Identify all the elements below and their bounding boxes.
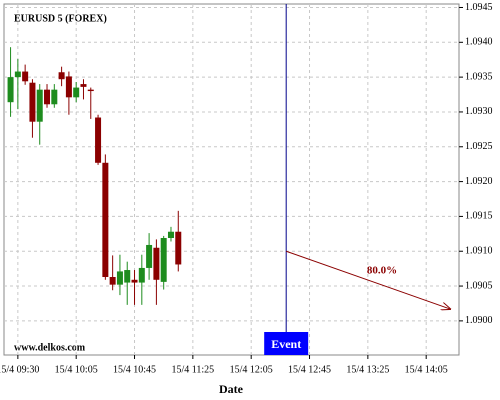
x-tick-label: 15/4 11:25 [172,364,215,375]
candle-body [124,270,131,283]
forecast-label: 80.0% [367,265,397,277]
y-tick-label: 1.0940 [465,37,493,48]
candle-body [95,117,102,163]
candle-body [65,76,72,98]
y-tick-label: 1.0910 [465,246,493,257]
candle-body [73,87,80,98]
candle-body [153,247,160,280]
x-tick-label: 15/4 13:25 [346,364,389,375]
y-tick-label: 1.0920 [465,176,493,187]
candle-body [167,231,174,238]
candle-body [51,89,58,105]
forecast-arrow [286,250,450,309]
candle-body [109,277,116,285]
y-tick-label: 1.0935 [465,71,493,82]
x-tick-label: 15/4 10:45 [113,364,156,375]
candle-body [7,77,14,103]
watermark: www.delkos.com [14,342,86,353]
y-tick-label: 1.0905 [465,280,493,291]
candle-body [146,244,153,268]
candle-body [14,71,21,78]
candle-body [58,72,65,80]
candle-body [131,279,138,283]
candle-body [80,84,87,87]
chart-title: EURUSD 5 (FOREX) [14,13,107,24]
plot-area [3,3,460,356]
candle-body [44,89,51,105]
candle-body [175,231,182,265]
y-tick-label: 1.0925 [465,141,493,152]
x-tick-label: 15/4 12:45 [288,364,331,375]
y-tick-label: 1.0945 [465,2,493,13]
y-tick-label: 1.0930 [465,106,493,117]
event-label: Event [271,337,301,351]
x-axis-label: Date [219,382,244,396]
candle-body [138,267,145,283]
candle-body [22,71,29,82]
x-tick-label: 15/4 12:05 [230,364,273,375]
y-tick-label: 1.0900 [465,315,493,326]
y-tick-label: 1.0915 [465,211,493,222]
candle-body [29,82,36,122]
candle-body [87,89,94,92]
event-box [264,332,309,355]
candle-body [116,271,123,285]
x-tick-label: 15/4 10:05 [55,364,98,375]
x-tick-label: 15/4 14:05 [405,364,448,375]
candle-body [36,89,43,122]
candle-body [102,162,109,277]
x-tick-label: 15/4 09:30 [0,364,39,375]
candle-body [160,238,167,282]
